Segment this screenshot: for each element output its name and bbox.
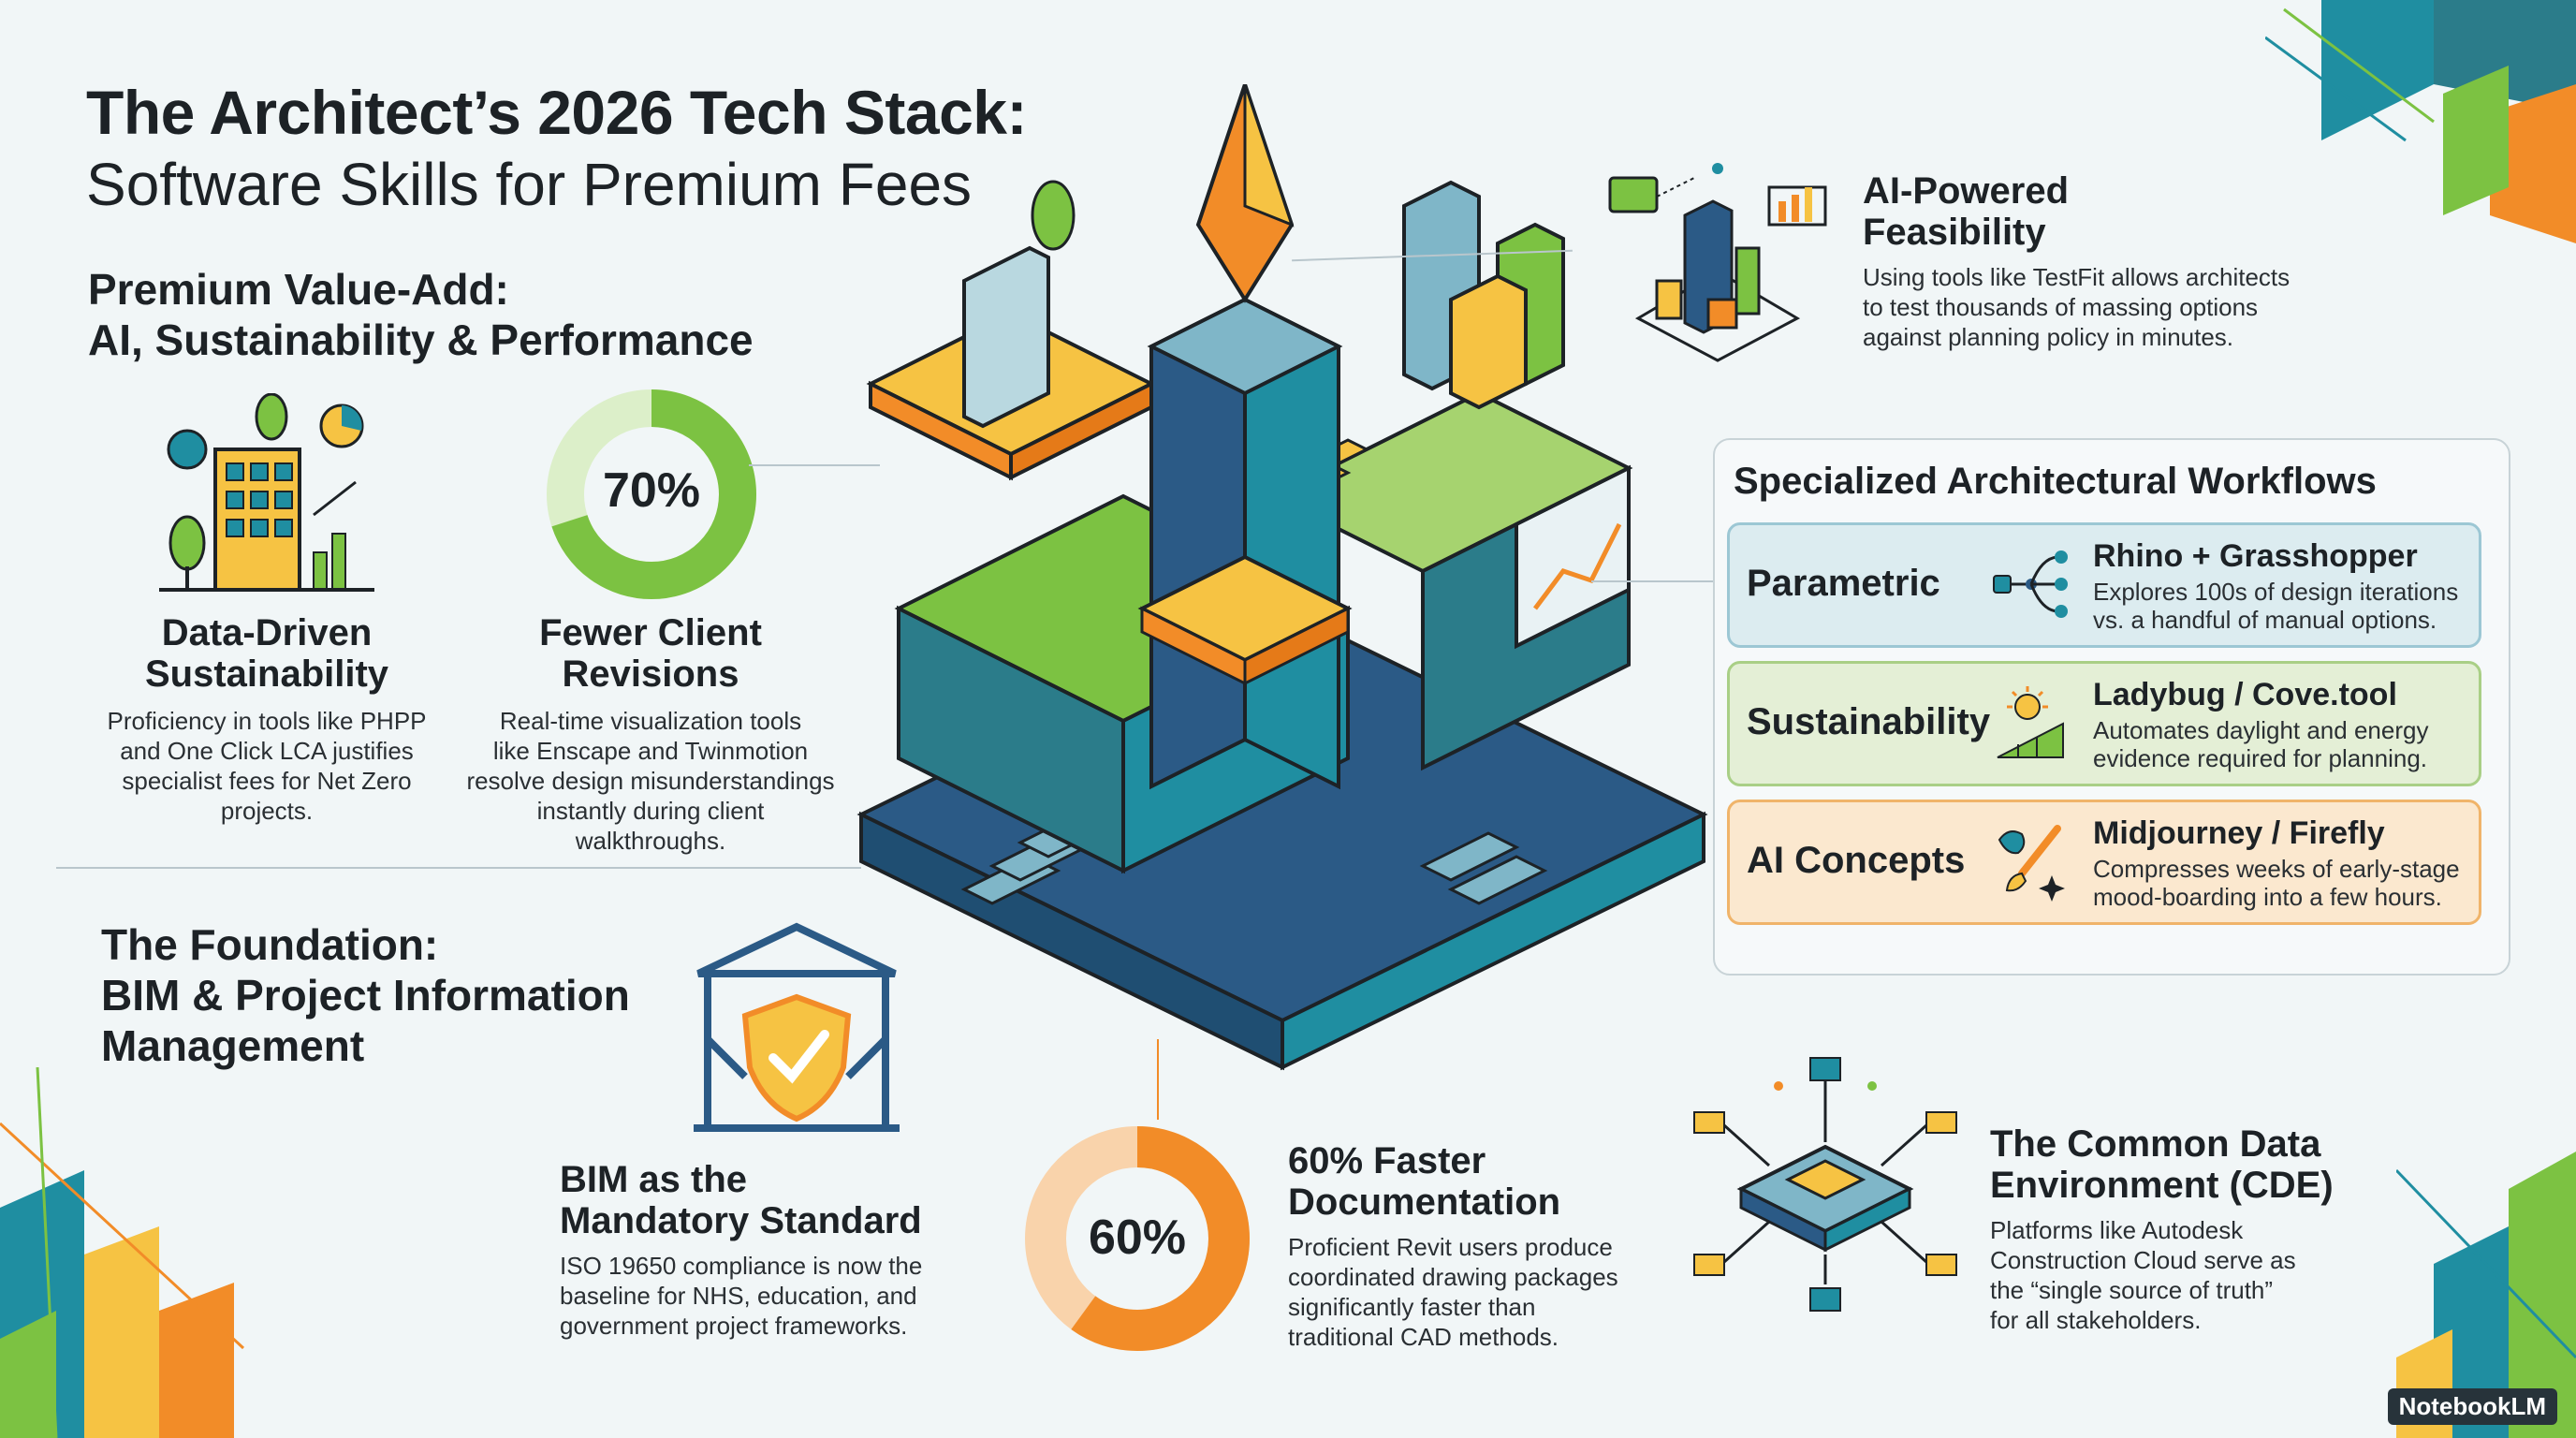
documentation-body-line: coordinated drawing packages	[1288, 1263, 1618, 1291]
cde-card-title: The Common Data Environment (CDE)	[1990, 1123, 2334, 1206]
sustainability-card-body: Proficiency in tools like PHPP and One C…	[75, 706, 459, 826]
sustainability-body-line: projects.	[220, 797, 314, 825]
workflow-row-parametric: Parametric Rhino + Grasshopper Explores …	[1727, 522, 2481, 648]
documentation-title-line2: Documentation	[1288, 1181, 1561, 1223]
bim-card-body: ISO 19650 compliance is now the baseline…	[560, 1251, 922, 1341]
foundation-heading-line: BIM & Project Information	[101, 971, 630, 1020]
workflow-row-ai-concepts: AI Concepts Midjourney / Firefly Compres…	[1727, 800, 2481, 925]
cde-body-line: for all stakeholders.	[1990, 1306, 2202, 1334]
documentation-card-title: 60% Faster Documentation	[1288, 1140, 1560, 1223]
documentation-body-line: Proficient Revit users produce	[1288, 1233, 1613, 1261]
feasibility-card-title: AI-Powered Feasibility	[1863, 170, 2069, 253]
premium-heading-line1: Premium Value-Add:	[88, 265, 509, 314]
workflow-desc-line: evidence required for planning.	[2093, 744, 2428, 772]
bim-body-line: government project frameworks.	[560, 1312, 908, 1340]
section-divider	[56, 867, 861, 869]
ai-feasibility-icon	[1608, 163, 1827, 362]
page-title: The Architect’s 2026 Tech Stack:	[86, 78, 1027, 147]
workflow-desc-line: Explores 100s of design iterations	[2093, 578, 2459, 606]
connector-line	[1157, 1039, 1159, 1120]
sun-chart-icon	[1997, 686, 2064, 758]
sustainability-body-line: and One Click LCA justifies	[120, 737, 414, 765]
foundation-heading-line: The Foundation:	[101, 920, 439, 969]
notebooklm-brand-badge: NotebookLM	[2387, 1388, 2557, 1425]
revisions-body-line: instantly during client	[536, 797, 765, 825]
bim-title-line1: BIM as the	[560, 1159, 748, 1200]
workflow-label: AI Concepts	[1747, 840, 1966, 881]
cde-card-body: Platforms like Autodesk Construction Clo…	[1990, 1215, 2296, 1335]
node-graph-icon	[1993, 550, 2068, 618]
documentation-donut-arc	[1025, 1126, 1250, 1351]
cde-body-line: the “single source of truth”	[1990, 1276, 2274, 1304]
foundation-heading: The Foundation: BIM & Project Informatio…	[101, 919, 630, 1071]
paintbrush-icon	[1998, 825, 2065, 902]
workflow-label: Sustainability	[1747, 701, 1991, 742]
documentation-percent: 60%	[1088, 1211, 1187, 1265]
revisions-body-line: Real-time visualization tools	[499, 707, 802, 735]
sustainability-title-line1: Data-Driven	[161, 612, 373, 653]
bim-shield-icon	[694, 922, 900, 1132]
sustainability-body-line: specialist fees for Net Zero	[122, 767, 412, 795]
workflow-tool: Rhino + Grasshopper	[2093, 538, 2418, 574]
workflow-desc-line: mood-boarding into a few hours.	[2093, 883, 2442, 911]
connector-line	[749, 464, 880, 466]
feasibility-body-line: to test thousands of massing options	[1863, 293, 2259, 321]
corner-decoration-bottom-left	[0, 1067, 245, 1438]
cde-title-line2: Environment (CDE)	[1990, 1165, 2334, 1206]
cde-body-line: Construction Cloud serve as	[1990, 1246, 2296, 1274]
feasibility-body-line: against planning policy in minutes.	[1863, 323, 2234, 351]
documentation-body-line: traditional CAD methods.	[1288, 1323, 1559, 1351]
foundation-heading-line: Management	[101, 1021, 365, 1070]
bim-card-title: BIM as the Mandatory Standard	[560, 1159, 922, 1241]
workflow-desc-line: Automates daylight and energy	[2093, 716, 2429, 744]
documentation-title-line1: 60% Faster	[1288, 1140, 1486, 1181]
workflow-description: Compresses weeks of early-stage mood-boa…	[2093, 855, 2467, 911]
workflow-desc-line: Compresses weeks of early-stage	[2093, 855, 2460, 883]
bim-body-line: baseline for NHS, education, and	[560, 1282, 917, 1310]
feasibility-body-line: Using tools like TestFit allows architec…	[1863, 263, 2291, 291]
page-subtitle: Software Skills for Premium Fees	[86, 151, 973, 218]
green-building-icon	[159, 393, 374, 592]
revisions-body-line: walkthroughs.	[575, 827, 726, 855]
workflow-description: Automates daylight and energy evidence r…	[2093, 716, 2467, 772]
revisions-body-line: like Enscape and Twinmotion	[492, 737, 809, 765]
sustainability-title-line2: Sustainability	[144, 653, 389, 695]
revisions-donut-chart	[547, 389, 756, 599]
bim-title-line2: Mandatory Standard	[560, 1200, 922, 1241]
revisions-body-line: resolve design misunderstandings	[466, 767, 835, 795]
workflow-label: Parametric	[1747, 563, 1940, 604]
workflow-row-sustainability: Sustainability Ladybug / Cove.tool Autom…	[1727, 661, 2481, 786]
revisions-title-line2: Revisions	[562, 653, 739, 695]
revisions-title-line1: Fewer Client	[539, 612, 762, 653]
premium-heading-line2: AI, Sustainability & Performance	[88, 315, 754, 364]
workflows-title: Specialized Architectural Workflows	[1734, 461, 2377, 502]
revisions-card-title: Fewer Client Revisions	[463, 612, 838, 695]
sustainability-card-title: Data-Driven Sustainability	[75, 612, 459, 695]
sustainability-body-line: Proficiency in tools like PHPP	[107, 707, 427, 735]
premium-heading: Premium Value-Add: AI, Sustainability & …	[88, 264, 754, 365]
workflow-description: Explores 100s of design iterations vs. a…	[2093, 578, 2467, 634]
cde-network-icon	[1693, 1057, 1957, 1312]
workflow-tool: Ladybug / Cove.tool	[2093, 677, 2397, 712]
feasibility-title-line2: Feasibility	[1863, 212, 2046, 253]
corner-decoration-top-right	[2265, 0, 2576, 243]
documentation-body-line: significantly faster than	[1288, 1293, 1536, 1321]
bim-body-line: ISO 19650 compliance is now the	[560, 1252, 923, 1280]
cde-body-line: Platforms like Autodesk	[1990, 1216, 2244, 1244]
revisions-donut-arc	[547, 389, 756, 599]
cde-title-line1: The Common Data	[1990, 1123, 2321, 1165]
documentation-card-body: Proficient Revit users produce coordinat…	[1288, 1232, 1618, 1352]
revisions-percent: 70%	[602, 463, 701, 518]
workflow-desc-line: vs. a handful of manual options.	[2093, 606, 2437, 634]
feasibility-card-body: Using tools like TestFit allows architec…	[1863, 262, 2290, 352]
feasibility-title-line1: AI-Powered	[1863, 170, 2070, 212]
workflow-tool: Midjourney / Firefly	[2093, 815, 2385, 851]
revisions-card-body: Real-time visualization tools like Ensca…	[445, 706, 856, 856]
documentation-donut-chart	[1025, 1126, 1250, 1351]
isometric-tech-stack-illustration	[856, 84, 1708, 1071]
corner-decoration-bottom-right	[2396, 1152, 2576, 1438]
connector-line	[1591, 580, 1718, 582]
